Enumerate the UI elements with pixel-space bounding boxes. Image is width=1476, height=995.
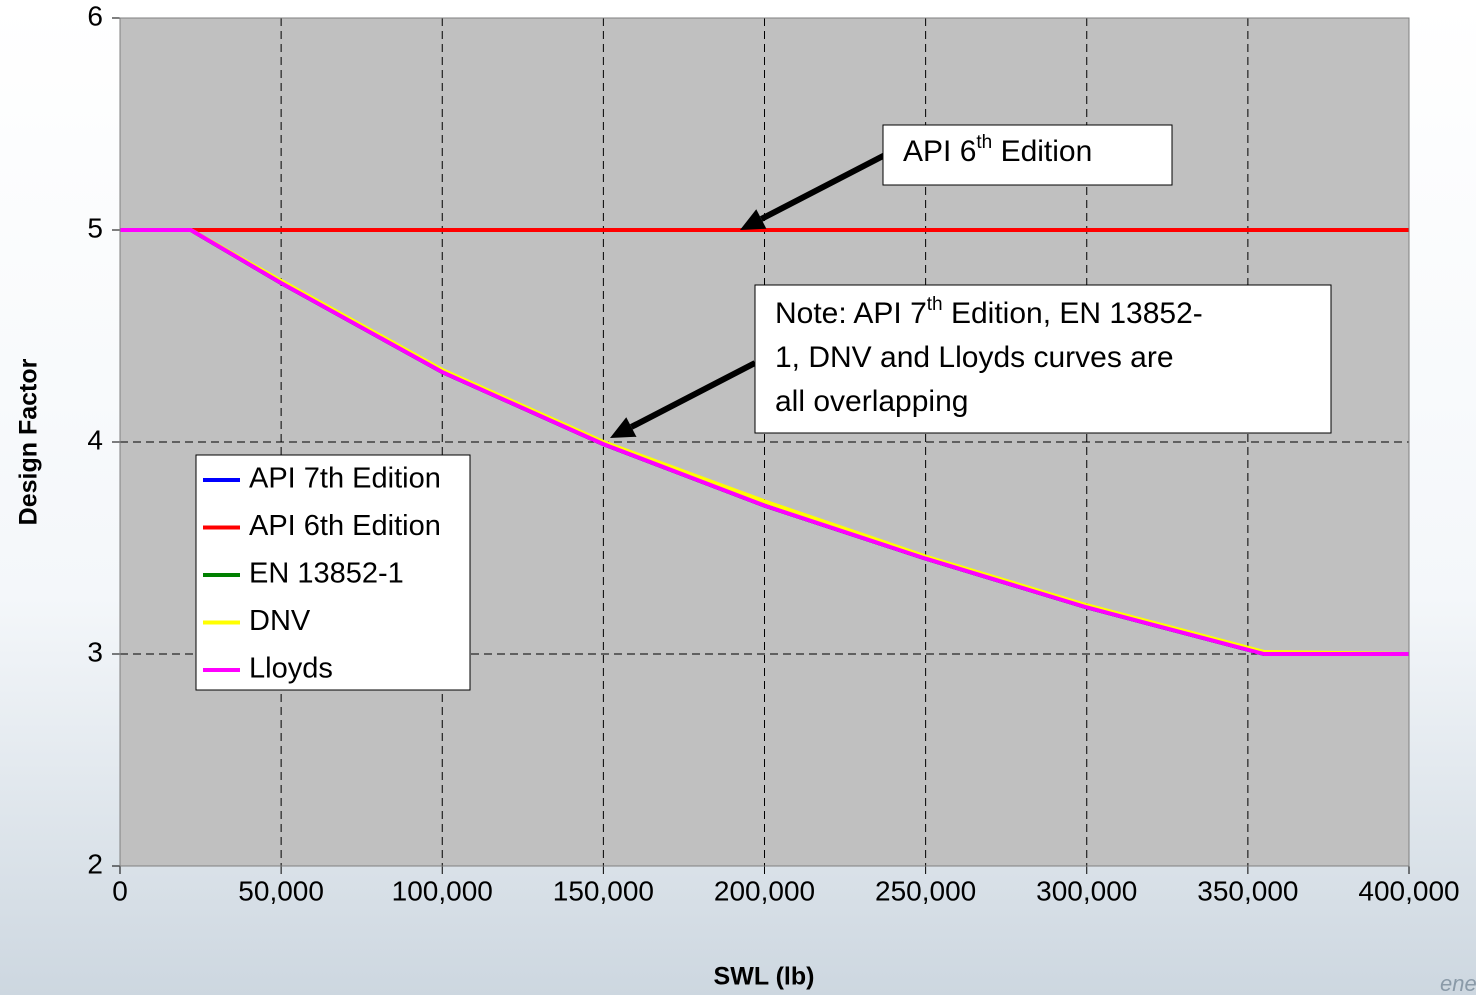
annotation-arrowhead (740, 209, 767, 230)
series-line (120, 228, 1409, 656)
watermark: energy (1440, 971, 1476, 995)
annotation-arrow (759, 152, 887, 222)
annotation-arrowhead (610, 417, 637, 438)
annotation-text-part: all overlapping (775, 385, 968, 418)
annotation-text-part: 1, DNV and Lloyds curves are (775, 341, 1174, 374)
x-tick-label: 250,000 (875, 875, 976, 906)
x-tick-label: 400,000 (1358, 875, 1459, 906)
annotation-text: API 6th Edition (903, 132, 1092, 168)
legend-box (195, 454, 471, 691)
annotation-arrow (629, 360, 757, 430)
legend-label: API 6th Edition (249, 510, 441, 542)
annotation-text-part: Edition, EN 13852- (943, 297, 1203, 330)
x-tick-label: 350,000 (1197, 875, 1298, 906)
legend-label: Lloyds (249, 653, 333, 685)
annotation-box (754, 284, 1332, 434)
legend-label: DNV (249, 605, 311, 637)
y-axis-title: Design Factor (15, 358, 43, 525)
annotation-text: Note: API 7th Edition, EN 13852- (775, 294, 1203, 330)
y-tick-label: 5 (87, 212, 103, 243)
annotation-text-part: Edition (992, 135, 1092, 168)
plot-border (119, 17, 1410, 867)
legend-label: API 7th Edition (249, 463, 441, 495)
annotation-text: 1, DNV and Lloyds curves are (775, 341, 1174, 374)
y-tick-label: 6 (87, 0, 103, 31)
x-tick-label: 0 (112, 875, 128, 906)
annotation-text-part: Note: API 7 (775, 297, 927, 330)
annotation-text-part: th (976, 132, 992, 153)
x-tick-label: 200,000 (714, 875, 815, 906)
x-tick-label: 50,000 (238, 875, 324, 906)
x-tick-label: 300,000 (1036, 875, 1137, 906)
legend-label: EN 13852-1 (249, 558, 404, 590)
annotation-box (882, 124, 1173, 186)
annotation-text: all overlapping (775, 385, 968, 418)
y-tick-label: 2 (87, 848, 103, 879)
x-tick-label: 150,000 (553, 875, 654, 906)
x-tick-label: 100,000 (392, 875, 493, 906)
y-tick-label: 4 (87, 424, 103, 455)
x-axis-title: SWL (lb) (714, 963, 815, 991)
annotation-text-part: API 6 (903, 135, 976, 168)
y-tick-label: 3 (87, 636, 103, 667)
annotation-text-part: th (927, 294, 943, 315)
